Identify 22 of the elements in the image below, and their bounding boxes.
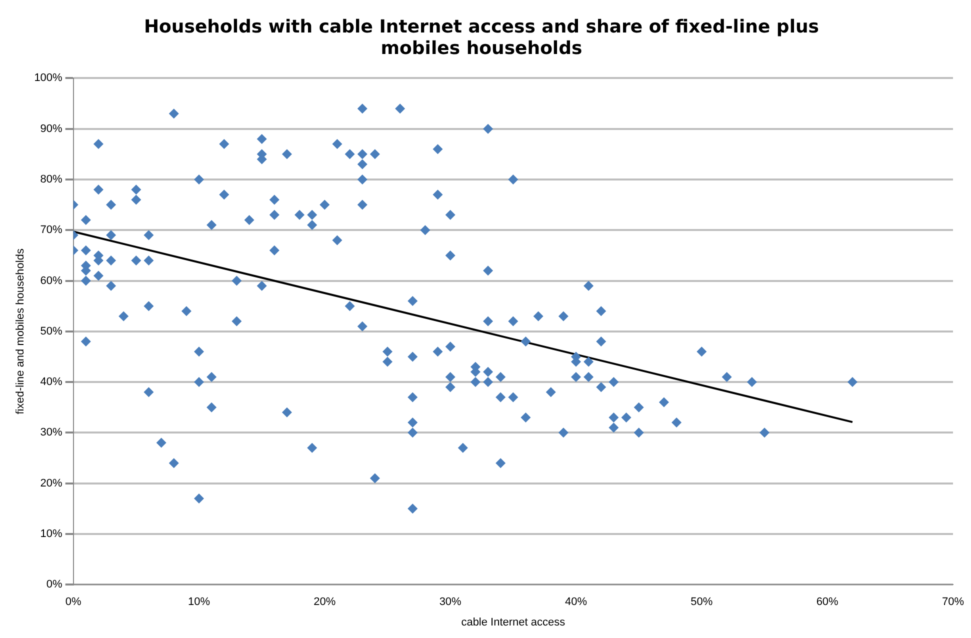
y-axis-title: fixed-line and mobiles households xyxy=(14,248,27,414)
x-tick-label: 70% xyxy=(942,596,964,608)
y-tick-label: 70% xyxy=(40,224,63,236)
y-tick-label: 80% xyxy=(40,174,63,186)
y-tick-label: 30% xyxy=(40,426,63,439)
x-tick-label: 0% xyxy=(65,596,82,608)
y-tick-label: 100% xyxy=(34,72,63,84)
x-axis-title: cable Internet access xyxy=(461,616,566,628)
y-tick-label: 10% xyxy=(40,528,63,540)
y-tick-label: 90% xyxy=(40,122,63,135)
x-tick-label: 40% xyxy=(564,596,588,608)
y-tick-label: 40% xyxy=(40,376,63,388)
y-tick-label: 50% xyxy=(40,325,63,338)
chart-title: Households with cable Internet access and share of fixed-line plus mobiles households xyxy=(144,16,820,60)
y-tick-label: 20% xyxy=(40,477,63,490)
x-tick-label: 30% xyxy=(439,596,462,608)
x-tick-label: 20% xyxy=(314,596,336,608)
y-tick-label: 60% xyxy=(40,274,63,287)
x-tick-label: 60% xyxy=(816,596,839,608)
y-tick-label: 0% xyxy=(46,578,63,591)
x-tick-label: 10% xyxy=(188,596,210,608)
x-tick-label: 50% xyxy=(690,596,713,608)
